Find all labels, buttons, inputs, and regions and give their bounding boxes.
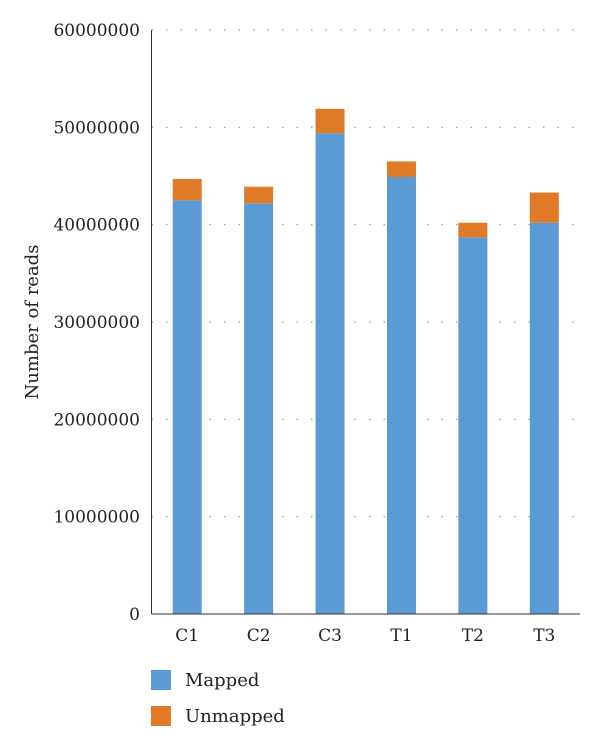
y-tick-labels: 0 10000000 20000000 30000000 40000000 5000000… [53, 21, 140, 625]
x-tick-label: C2 [247, 626, 271, 646]
x-tick-label: T2 [462, 626, 484, 646]
bar-unmapped [458, 222, 488, 238]
bar-mapped [172, 200, 202, 615]
x-tick-label: T1 [390, 626, 412, 646]
y-tick-label: 60000000 [53, 21, 140, 41]
bar-mapped [386, 176, 416, 614]
bar-unmapped [315, 108, 345, 134]
x-tick-label: C3 [318, 626, 342, 646]
y-tick-label: 0 [129, 605, 140, 625]
y-tick-label: 50000000 [53, 118, 140, 138]
axes [151, 30, 580, 615]
y-axis-title: Number of reads [22, 245, 43, 400]
legend-swatch-unmapped [151, 706, 171, 726]
bar-mapped [529, 222, 559, 614]
y-tick-label: 10000000 [53, 508, 140, 528]
bars [172, 108, 559, 615]
x-tick-label: C1 [175, 626, 199, 646]
legend-label-unmapped: Unmapped [185, 706, 285, 727]
y-tick-label: 20000000 [53, 410, 140, 430]
legend-label-mapped: Mapped [185, 670, 259, 691]
legend-swatch-mapped [151, 670, 171, 690]
x-tick-labels: C1 C2 C3 T1 T2 T3 [175, 626, 555, 646]
bar-unmapped [244, 186, 274, 204]
bar-unmapped [529, 192, 559, 223]
y-tick-label: 40000000 [53, 216, 140, 236]
bar-unmapped [172, 178, 202, 201]
grid-lines [151, 29, 580, 518]
y-tick-label: 30000000 [53, 313, 140, 333]
bar-mapped [244, 203, 274, 614]
bar-mapped [315, 133, 345, 614]
x-tick-label: T3 [533, 626, 555, 646]
legend: Mapped Unmapped [151, 670, 285, 727]
bar-mapped [458, 237, 488, 614]
bar-unmapped [386, 161, 416, 177]
